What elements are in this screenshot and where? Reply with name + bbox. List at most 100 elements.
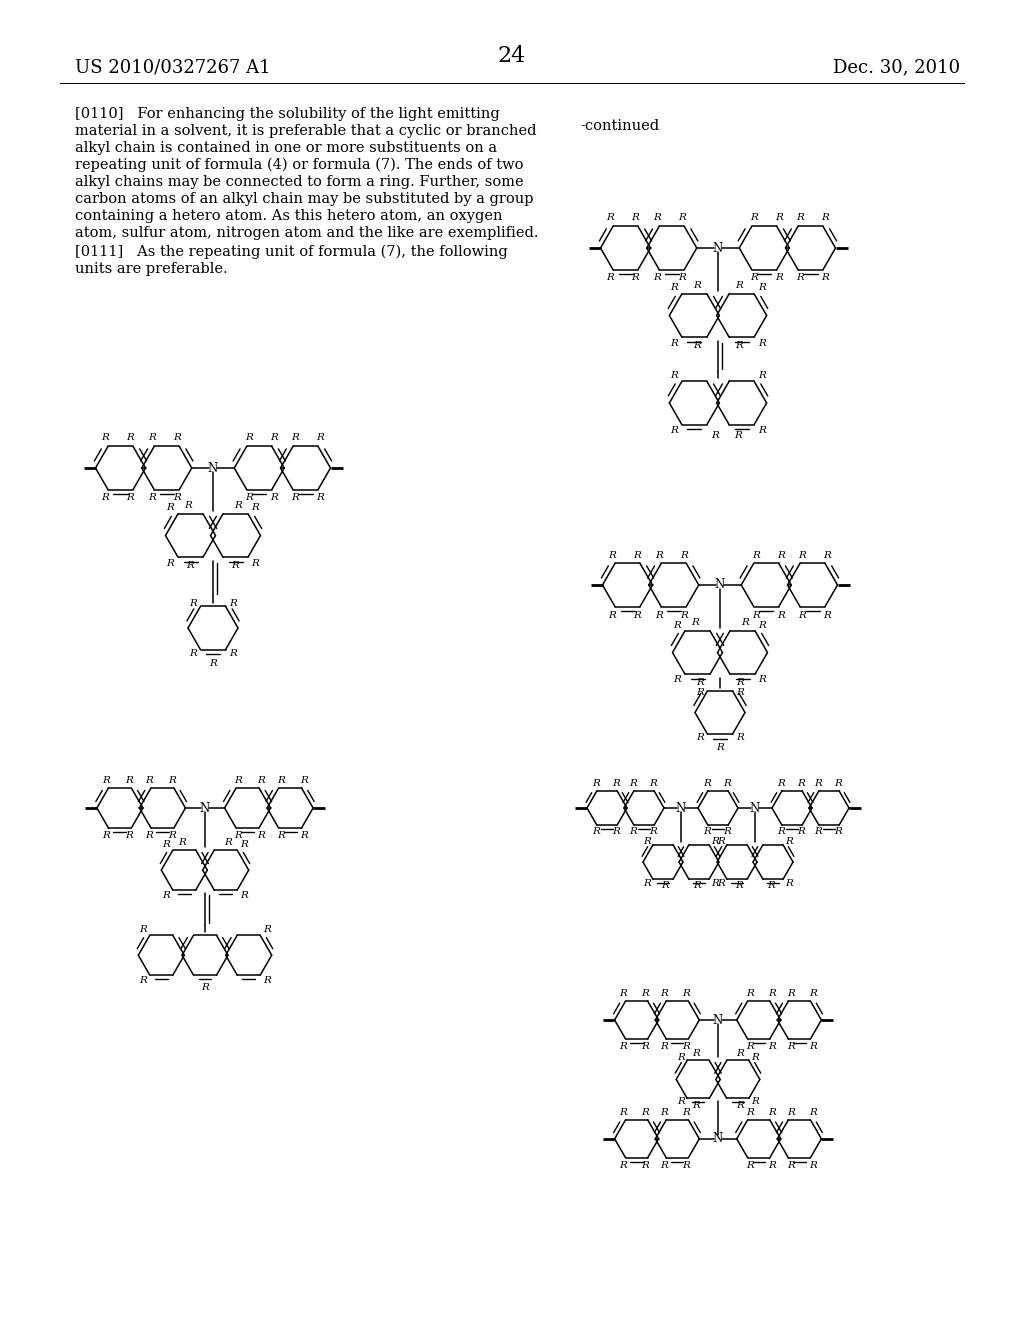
Text: R: R — [649, 780, 657, 788]
Text: R: R — [592, 828, 600, 837]
Text: R: R — [711, 879, 719, 888]
Text: R: R — [167, 503, 174, 512]
Text: R: R — [735, 341, 743, 350]
Text: R: R — [785, 879, 793, 888]
Text: R: R — [653, 273, 660, 282]
Text: R: R — [797, 214, 805, 223]
Text: R: R — [711, 837, 719, 846]
Text: R: R — [678, 273, 686, 282]
Text: R: R — [693, 341, 700, 350]
Text: containing a hetero atom. As this hetero atom, an oxygen: containing a hetero atom. As this hetero… — [75, 209, 503, 223]
Text: R: R — [735, 882, 743, 891]
Text: alkyl chains may be connected to form a ring. Further, some: alkyl chains may be connected to form a … — [75, 176, 523, 189]
Text: R: R — [246, 433, 253, 442]
Text: R: R — [680, 610, 688, 619]
Text: R: R — [786, 1107, 795, 1117]
Text: R: R — [620, 1160, 628, 1170]
Text: R: R — [641, 989, 649, 998]
Text: R: R — [682, 989, 690, 998]
Text: R: R — [643, 837, 651, 846]
Text: -continued: -continued — [580, 119, 659, 133]
Text: R: R — [752, 1053, 760, 1061]
Text: R: R — [680, 550, 688, 560]
Text: N: N — [715, 578, 725, 591]
Text: R: R — [173, 494, 180, 503]
Text: R: R — [797, 828, 805, 837]
Text: R: R — [606, 214, 614, 223]
Text: R: R — [716, 743, 724, 752]
Text: R: R — [229, 648, 237, 657]
Text: R: R — [608, 610, 616, 619]
Text: R: R — [662, 882, 669, 891]
Text: R: R — [691, 618, 699, 627]
Text: R: R — [263, 975, 271, 985]
Text: R: R — [777, 610, 785, 619]
Text: R: R — [809, 1107, 816, 1117]
Text: R: R — [168, 832, 175, 840]
Text: R: R — [224, 838, 232, 847]
Text: R: R — [608, 550, 616, 560]
Text: R: R — [758, 338, 766, 347]
Text: R: R — [147, 433, 156, 442]
Text: R: R — [814, 780, 822, 788]
Text: R: R — [786, 989, 795, 998]
Text: R: R — [768, 989, 776, 998]
Text: R: R — [696, 733, 703, 742]
Text: R: R — [592, 780, 600, 788]
Text: R: R — [777, 780, 785, 788]
Text: R: R — [768, 1107, 776, 1117]
Text: [0110]   For enhancing the solubility of the light emitting: [0110] For enhancing the solubility of t… — [75, 107, 500, 121]
Text: R: R — [620, 1107, 628, 1117]
Text: R: R — [127, 494, 134, 503]
Text: R: R — [835, 828, 842, 837]
Text: R: R — [162, 841, 170, 849]
Text: N: N — [200, 801, 210, 814]
Text: R: R — [696, 678, 703, 686]
Text: R: R — [101, 494, 110, 503]
Text: R: R — [678, 214, 686, 223]
Text: N: N — [750, 801, 760, 814]
Text: N: N — [713, 1133, 723, 1146]
Text: R: R — [168, 776, 175, 785]
Text: R: R — [641, 1041, 649, 1051]
Text: atom, sulfur atom, nitrogen atom and the like are exemplified.: atom, sulfur atom, nitrogen atom and the… — [75, 226, 539, 240]
Text: R: R — [723, 780, 731, 788]
Text: R: R — [316, 494, 325, 503]
Text: R: R — [741, 618, 749, 627]
Text: R: R — [300, 776, 308, 785]
Text: R: R — [712, 432, 720, 440]
Text: R: R — [786, 1160, 795, 1170]
Text: R: R — [835, 780, 842, 788]
Text: R: R — [674, 676, 681, 685]
Text: R: R — [257, 832, 265, 840]
Text: R: R — [753, 610, 760, 619]
Text: R: R — [629, 828, 637, 837]
Text: R: R — [184, 502, 191, 510]
Text: R: R — [777, 550, 785, 560]
Text: R: R — [821, 214, 829, 223]
Text: R: R — [241, 891, 248, 900]
Text: R: R — [745, 1041, 754, 1051]
Text: alkyl chain is contained in one or more substituents on a: alkyl chain is contained in one or more … — [75, 141, 497, 154]
Text: R: R — [144, 776, 153, 785]
Text: R: R — [696, 688, 703, 697]
Text: R: R — [717, 879, 725, 888]
Text: R: R — [703, 828, 711, 837]
Text: R: R — [823, 550, 831, 560]
Text: R: R — [671, 338, 678, 347]
Text: R: R — [632, 214, 639, 223]
Text: R: R — [660, 1041, 668, 1051]
Text: R: R — [620, 989, 628, 998]
Text: R: R — [173, 433, 180, 442]
Text: R: R — [270, 433, 279, 442]
Text: R: R — [612, 780, 620, 788]
Text: R: R — [276, 776, 285, 785]
Text: R: R — [671, 426, 678, 436]
Text: R: R — [632, 273, 639, 282]
Text: R: R — [692, 1101, 700, 1110]
Text: R: R — [649, 828, 657, 837]
Text: R: R — [768, 1160, 776, 1170]
Text: R: R — [693, 281, 700, 290]
Text: R: R — [660, 1107, 668, 1117]
Text: R: R — [125, 776, 133, 785]
